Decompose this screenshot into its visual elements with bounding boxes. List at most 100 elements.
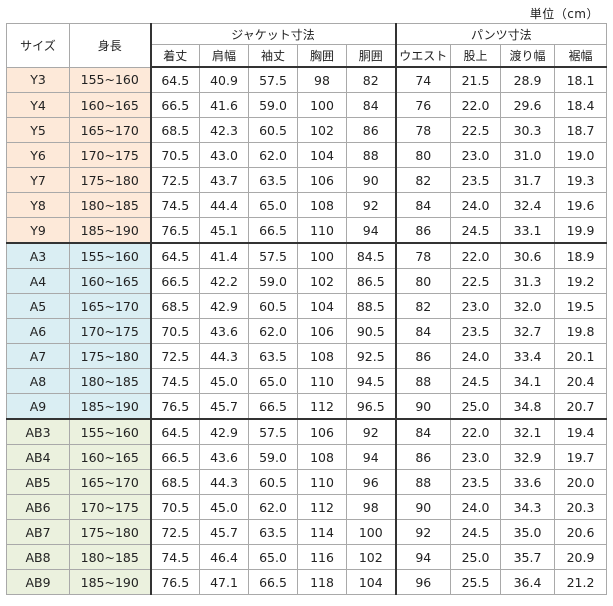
- jacket-waist-cell: 84: [345, 92, 397, 118]
- jacket-length-cell: 76.5: [150, 569, 200, 595]
- chest-cell: 98: [297, 66, 347, 93]
- waist-cell: 90: [395, 494, 452, 520]
- chest-cell: 110: [297, 469, 347, 495]
- shoulder-width-cell: 40.9: [199, 66, 249, 93]
- shoulder-width-cell: 45.1: [199, 217, 249, 244]
- shoulder-width-cell: 42.3: [199, 117, 249, 143]
- chest-cell: 106: [297, 318, 347, 344]
- size-cell: Y9: [6, 217, 70, 244]
- jacket-waist-cell: 94: [345, 217, 397, 244]
- shoulder-width-cell: 47.1: [199, 569, 249, 595]
- height-cell: 185~190: [69, 217, 152, 244]
- shoulder-width-cell: 41.6: [199, 92, 249, 118]
- hem-width-cell: 19.8: [554, 318, 608, 344]
- size-cell: A3: [6, 242, 70, 269]
- size-cell: AB4: [6, 444, 70, 470]
- waist-cell: 80: [395, 268, 452, 294]
- size-cell: Y3: [6, 66, 70, 93]
- size-table: サイズ 身長 ジャケット寸法 パンツ寸法 着丈 肩幅 袖丈 胸囲 胴囲 ウエスト…: [6, 23, 608, 595]
- thigh-width-cell: 32.4: [500, 192, 556, 218]
- hem-width-cell: 18.9: [554, 242, 608, 269]
- jacket-waist-cell: 86.5: [345, 268, 397, 294]
- table-header: サイズ 身長 ジャケット寸法 パンツ寸法 着丈 肩幅 袖丈 胸囲 胴囲 ウエスト…: [6, 23, 608, 68]
- jacket-length-cell: 74.5: [150, 368, 200, 394]
- sleeve-length-cell: 65.0: [248, 368, 298, 394]
- shoulder-width-cell: 44.3: [199, 343, 249, 369]
- table-row: A4 160~165 66.5 42.2 59.0 102 86.5 80 22.5 31.3 19…: [6, 268, 608, 294]
- chest-cell: 110: [297, 368, 347, 394]
- height-cell: 160~165: [69, 444, 152, 470]
- jacket-length-cell: 70.5: [150, 142, 200, 168]
- chest-cell: 100: [297, 242, 347, 269]
- table-row: Y9 185~190 76.5 45.1 66.5 110 94 86 24.5 33.1 19.9: [6, 217, 608, 244]
- shoulder-width-cell: 45.0: [199, 368, 249, 394]
- chest-cell: 108: [297, 444, 347, 470]
- shoulder-width-cell: 46.4: [199, 544, 249, 570]
- chest-cell: 112: [297, 393, 347, 420]
- thigh-width-cell: 35.0: [500, 519, 556, 545]
- rise-cell: 23.5: [450, 318, 502, 344]
- jacket-length-cell: 68.5: [150, 117, 200, 143]
- rise-cell: 24.0: [450, 192, 502, 218]
- size-cell: Y7: [6, 167, 70, 193]
- jacket-length-cell: 66.5: [150, 444, 200, 470]
- rise-cell: 22.0: [450, 92, 502, 118]
- shoulder-width-cell: 42.2: [199, 268, 249, 294]
- chest-cell: 104: [297, 293, 347, 319]
- height-cell: 175~180: [69, 519, 152, 545]
- rise-cell: 23.0: [450, 293, 502, 319]
- shoulder-width-cell: 44.4: [199, 192, 249, 218]
- shoulder-width-cell: 43.6: [199, 318, 249, 344]
- jacket-length-cell: 74.5: [150, 192, 200, 218]
- hem-width-cell: 20.3: [554, 494, 608, 520]
- jacket-length-cell: 68.5: [150, 293, 200, 319]
- thigh-width-cell: 34.3: [500, 494, 556, 520]
- shoulder-width-cell: 44.3: [199, 469, 249, 495]
- table-row: Y6 170~175 70.5 43.0 62.0 104 88 80 23.0 31.0 19.0: [6, 142, 608, 168]
- chest-cell: 104: [297, 142, 347, 168]
- shoulder-width-cell: 43.6: [199, 444, 249, 470]
- sleeve-length-cell: 63.5: [248, 519, 298, 545]
- jacket-waist-cell: 100: [345, 519, 397, 545]
- thigh-width-cell: 30.6: [500, 242, 556, 269]
- table-body: Y3 155~160 64.5 40.9 57.5 98 82 74 21.5 28.9 18.1 Y…: [6, 66, 608, 595]
- thigh-width-cell: 33.1: [500, 217, 556, 244]
- table-row: AB9 185~190 76.5 47.1 66.5 118 104 96 25.5 36.4 21…: [6, 569, 608, 595]
- thigh-width-cell: 34.1: [500, 368, 556, 394]
- sleeve-length-cell: 66.5: [248, 393, 298, 420]
- sleeve-length-cell: 63.5: [248, 343, 298, 369]
- waist-cell: 84: [395, 318, 452, 344]
- sleeve-length-cell: 60.5: [248, 469, 298, 495]
- height-cell: 165~170: [69, 293, 152, 319]
- sleeve-length-cell: 60.5: [248, 117, 298, 143]
- height-cell: 175~180: [69, 167, 152, 193]
- header-size: サイズ: [6, 23, 70, 68]
- rise-cell: 25.5: [450, 569, 502, 595]
- thigh-width-cell: 33.4: [500, 343, 556, 369]
- size-cell: AB8: [6, 544, 70, 570]
- table-row: A8 180~185 74.5 45.0 65.0 110 94.5 88 24.5 34.1 20…: [6, 368, 608, 394]
- rise-cell: 24.0: [450, 343, 502, 369]
- size-cell: Y4: [6, 92, 70, 118]
- waist-cell: 86: [395, 444, 452, 470]
- shoulder-width-cell: 43.0: [199, 142, 249, 168]
- hem-width-cell: 18.4: [554, 92, 608, 118]
- hem-width-cell: 19.3: [554, 167, 608, 193]
- hem-width-cell: 20.0: [554, 469, 608, 495]
- chest-cell: 106: [297, 167, 347, 193]
- hem-width-cell: 18.1: [554, 66, 608, 93]
- rise-cell: 24.5: [450, 217, 502, 244]
- header-hem-width: 裾幅: [554, 44, 608, 68]
- sleeve-length-cell: 62.0: [248, 318, 298, 344]
- table-row: AB5 165~170 68.5 44.3 60.5 110 96 88 23.5 33.6 20.…: [6, 469, 608, 495]
- jacket-length-cell: 74.5: [150, 544, 200, 570]
- jacket-waist-cell: 96.5: [345, 393, 397, 420]
- jacket-waist-cell: 90.5: [345, 318, 397, 344]
- hem-width-cell: 20.9: [554, 544, 608, 570]
- sleeve-length-cell: 65.0: [248, 544, 298, 570]
- jacket-length-cell: 76.5: [150, 217, 200, 244]
- hem-width-cell: 20.4: [554, 368, 608, 394]
- height-cell: 160~165: [69, 268, 152, 294]
- jacket-waist-cell: 82: [345, 66, 397, 93]
- header-chest: 胸囲: [297, 44, 347, 68]
